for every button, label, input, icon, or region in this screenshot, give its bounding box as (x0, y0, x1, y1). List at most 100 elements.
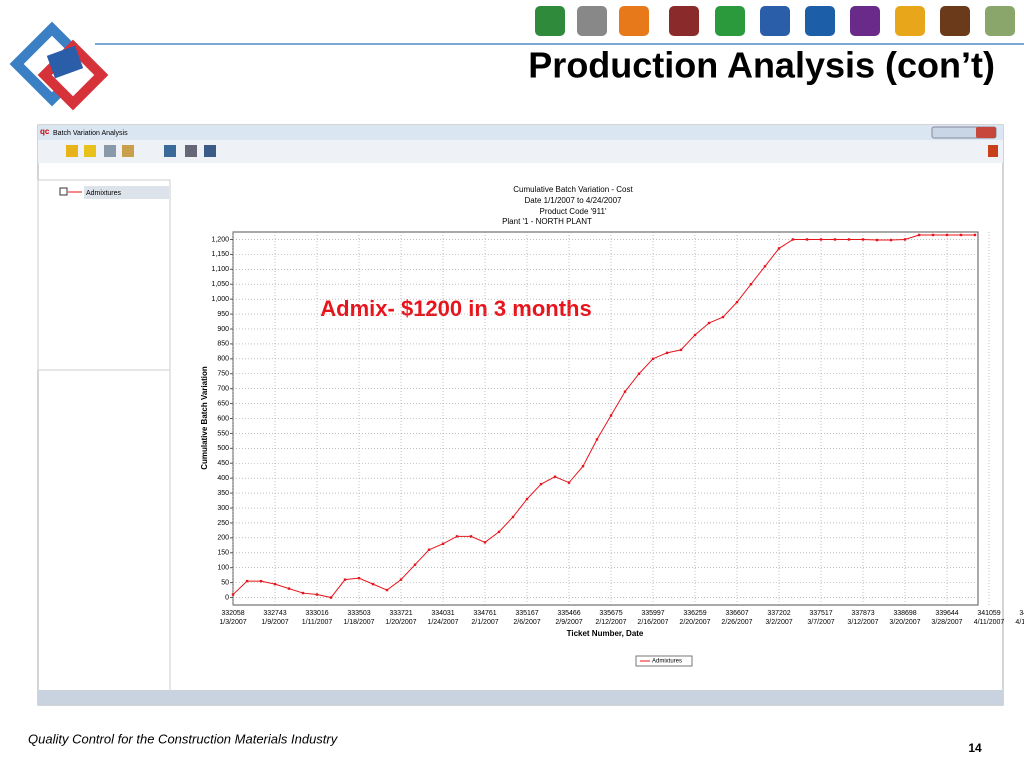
data-point (847, 238, 851, 241)
data-point (763, 265, 767, 268)
data-point (749, 283, 753, 286)
x-tick-label: 339644 (935, 610, 958, 617)
legend (635, 655, 693, 667)
x-tick-label: 334031 (431, 610, 454, 617)
data-point (623, 390, 627, 393)
y-tick-label: 1,200 (211, 236, 229, 243)
data-point (707, 321, 711, 325)
data-point (553, 475, 557, 478)
x-tick-label: 335675 (599, 610, 622, 617)
data-point (665, 351, 669, 355)
data-point (931, 233, 935, 237)
y-tick-label: 300 (217, 505, 229, 512)
x-tick-label: 334761 (473, 610, 496, 617)
chart-title: Cumulative Batch Variation - Cost (513, 185, 633, 194)
data-point (819, 238, 823, 241)
data-point (651, 357, 655, 361)
data-point (357, 576, 361, 580)
y-tick-label: 1,000 (211, 296, 229, 303)
y-tick-label: 100 (217, 565, 229, 572)
data-point (735, 300, 739, 304)
data-point (889, 238, 893, 242)
data-point (399, 578, 403, 581)
data-point (483, 541, 487, 544)
x-tick-date: 3/20/2007 (889, 619, 920, 626)
y-tick-label: 0 (225, 594, 229, 601)
footer: Quality Control for the Construction Mat… (28, 731, 339, 746)
x-tick-label: 337517 (809, 610, 832, 617)
series-item-label[interactable]: Admixtures (86, 190, 122, 197)
data-point (833, 238, 837, 241)
x-tick-label: 332058 (221, 610, 244, 617)
y-tick-label: 50 (221, 579, 229, 586)
title-bar (38, 125, 1003, 140)
y-tick-label: 150 (217, 550, 229, 557)
x-tick-label: 341816 (1019, 610, 1024, 617)
y-tick-label: 400 (217, 475, 229, 482)
data-point (273, 582, 277, 586)
x-tick-label: 333721 (389, 610, 412, 617)
y-tick-label: 250 (217, 520, 229, 527)
annotation: Admix- $1200 in 3 months (320, 296, 591, 321)
data-point (875, 238, 879, 242)
slide-title: Production Analysis (con’t) (528, 45, 995, 86)
x-tick-label: 335167 (515, 610, 538, 617)
data-point (791, 238, 795, 241)
y-tick-label: 950 (217, 311, 229, 318)
series-checkbox[interactable] (59, 187, 68, 196)
x-tick-date: 3/28/2007 (931, 619, 962, 626)
data-point (301, 591, 305, 595)
x-tick-label: 332743 (263, 610, 286, 617)
y-tick-label: 550 (217, 430, 229, 437)
x-tick-date: 3/7/2007 (807, 619, 834, 626)
data-point (427, 548, 431, 551)
data-point (385, 588, 389, 592)
nav-icons (535, 6, 1015, 36)
data-point (455, 535, 459, 538)
x-tick-date: 2/1/2007 (471, 619, 498, 626)
x-tick-date: 2/9/2007 (555, 619, 582, 626)
x-tick-date: 4/19/2007 (1015, 619, 1024, 626)
data-point (497, 530, 501, 534)
data-point (259, 579, 263, 583)
x-tick-label: 336607 (725, 610, 748, 617)
y-tick-label: 1,150 (211, 251, 229, 258)
close-button[interactable] (976, 127, 996, 138)
x-tick-date: 2/20/2007 (679, 619, 710, 626)
toolbar (38, 140, 1003, 163)
x-tick-date: 3/2/2007 (765, 619, 792, 626)
data-point (581, 465, 585, 468)
x-tick-date: 1/20/2007 (385, 619, 416, 626)
data-point (371, 582, 375, 586)
series-item[interactable] (84, 186, 169, 199)
x-tick-label: 341059 (977, 610, 1000, 617)
y-tick-label: 700 (217, 386, 229, 393)
data-point (413, 563, 417, 566)
x-tick-date: 1/3/2007 (219, 619, 246, 626)
data-point (973, 233, 977, 237)
series-panel (37, 179, 171, 371)
y-tick-label: 850 (217, 341, 229, 348)
data-point (721, 315, 725, 319)
data-point (511, 515, 515, 519)
data-point (287, 587, 291, 590)
y-tick-label: 600 (217, 415, 229, 422)
data-point (917, 233, 921, 237)
x-tick-date: 4/11/2007 (974, 619, 1005, 626)
data-point (525, 497, 529, 501)
chart-subtitle: Product Code '911' (540, 207, 607, 216)
x-tick-date: 1/18/2007 (343, 619, 374, 626)
toolbar-buttons[interactable] (66, 145, 998, 157)
x-tick-date: 2/12/2007 (595, 619, 626, 626)
y-tick-label: 1,050 (211, 281, 229, 288)
data-point (539, 482, 543, 486)
data-point (637, 372, 641, 375)
data-point (343, 578, 347, 581)
data-point (469, 535, 473, 538)
x-tick-date: 2/26/2007 (721, 619, 752, 626)
x-tick-date: 1/24/2007 (427, 619, 458, 626)
x-tick-label: 333016 (305, 610, 328, 617)
x-tick-label: 338698 (893, 610, 916, 617)
